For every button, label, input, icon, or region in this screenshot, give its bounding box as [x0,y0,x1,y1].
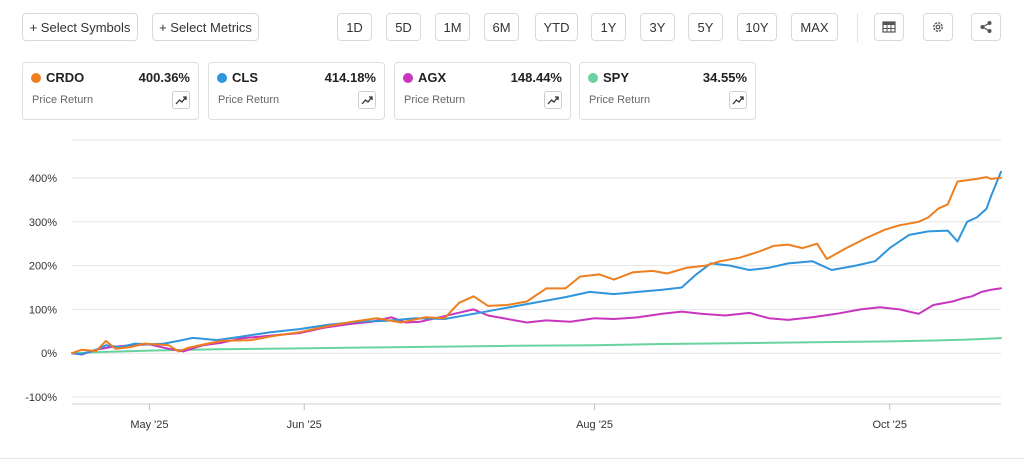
trend-up-icon [175,96,187,105]
trend-button[interactable] [172,91,190,109]
card-symbol: CRDO [46,70,85,85]
card-symbol: AGX [418,70,447,85]
range-10y-button[interactable]: 10Y [737,13,777,41]
y-tick-label: -100% [25,392,57,404]
range-6m-button[interactable]: 6M [484,13,519,41]
legend-card-cls[interactable]: CLS 414.18% Price Return [208,62,385,120]
x-tick-label: Oct '25 [872,419,907,431]
trend-up-icon [732,96,744,105]
card-symbol: CLS [232,70,258,85]
legend-card-spy[interactable]: SPY 34.55% Price Return [579,62,756,120]
card-value: 414.18% [324,70,376,85]
select-symbols-button[interactable]: + Select Symbols [22,13,138,41]
trend-up-icon [361,96,373,105]
series-color-dot [217,73,227,83]
series-color-dot [403,73,413,83]
card-value: 148.44% [510,70,562,85]
card-value: 34.55% [702,70,747,85]
y-tick-label: 400% [29,173,57,185]
series-line-agx [71,287,1002,356]
toolbar-divider [857,13,858,43]
settings-button[interactable] [923,13,953,41]
range-max-button[interactable]: MAX [791,13,838,41]
y-tick-label: 0% [41,348,57,360]
card-value: 400.36% [138,70,190,85]
y-tick-label: 300% [29,217,57,229]
range-1y-button[interactable]: 1Y [591,13,626,41]
range-5d-button[interactable]: 5D [386,13,421,41]
share-icon [980,21,992,33]
legend-card-agx[interactable]: AGX 148.44% Price Return [394,62,571,120]
bottom-divider [0,458,1024,459]
select-metrics-button[interactable]: + Select Metrics [152,13,259,41]
share-button[interactable] [971,13,1001,41]
card-metric: Price Return [589,94,651,106]
range-3y-button[interactable]: 3Y [640,13,675,41]
range-1m-button[interactable]: 1M [435,13,470,41]
card-symbol: SPY [603,70,630,85]
series-line-cls [71,170,1002,356]
x-tick-label: Aug '25 [576,419,613,431]
trend-button[interactable] [358,91,376,109]
series-color-dot [588,73,598,83]
range-5y-button[interactable]: 5Y [688,13,723,41]
trend-button[interactable] [544,91,562,109]
card-metric: Price Return [404,94,466,106]
series-color-dot [31,73,41,83]
series-line-crdo [71,176,1002,355]
trend-button[interactable] [729,91,747,109]
range-1d-button[interactable]: 1D [337,13,372,41]
gear-icon [933,22,943,32]
card-metric: Price Return [32,94,94,106]
x-tick-label: May '25 [130,419,168,431]
range-ytd-button[interactable]: YTD [535,13,578,41]
y-tick-label: 200% [29,261,57,273]
trend-up-icon [547,96,559,105]
table-icon [882,21,896,33]
table-view-button[interactable] [874,13,904,41]
card-metric: Price Return [218,94,280,106]
x-tick-label: Jun '25 [287,419,322,431]
y-tick-label: 100% [29,304,57,316]
legend-card-crdo[interactable]: CRDO 400.36% Price Return [22,62,199,120]
